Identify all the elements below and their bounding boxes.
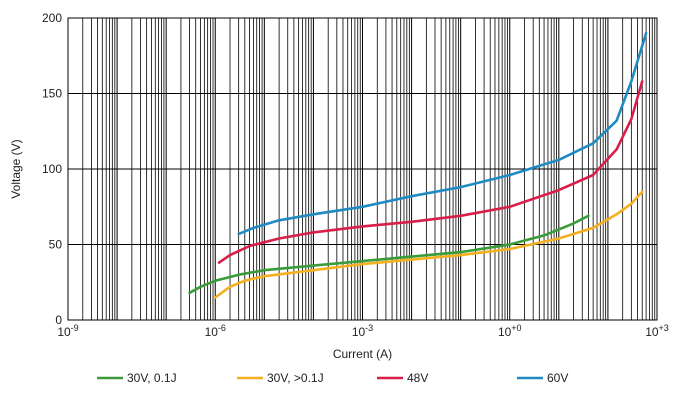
x-tick-label: 10-9 (57, 323, 78, 339)
x-tick-labels: 10-9 10-6 10-3 10+0 10+3 (57, 323, 669, 339)
series-line-1 (214, 190, 644, 299)
x-tick-label: 10-3 (352, 323, 373, 339)
y-axis-title: Voltage (V) (9, 139, 23, 198)
y-tick-labels: 0 50 100 150 200 (42, 11, 62, 327)
plot-frame (67, 17, 658, 321)
legend-label-1: 30V, >0.1J (267, 371, 324, 385)
legend-label-2: 48V (407, 371, 428, 385)
y-tick-label: 0 (55, 313, 62, 327)
x-tick-label: 10+0 (498, 323, 522, 339)
legend: 30V, 0.1J 30V, >0.1J 48V 60V (97, 371, 568, 385)
legend-label-0: 30V, 0.1J (127, 371, 177, 385)
x-tick-label: 10-6 (205, 323, 226, 339)
y-tick-label: 150 (42, 87, 62, 101)
legend-label-3: 60V (547, 371, 568, 385)
x-axis-title: Current (A) (333, 347, 392, 361)
x-tick-label: 10+3 (645, 323, 669, 339)
y-tick-label: 50 (49, 238, 63, 252)
y-tick-label: 200 (42, 11, 62, 25)
series-lines (188, 31, 648, 299)
series-line-3 (237, 31, 648, 236)
y-tick-label: 100 (42, 162, 62, 176)
series-line-0 (188, 214, 590, 295)
series-line-2 (217, 80, 644, 264)
grid (67, 17, 657, 321)
